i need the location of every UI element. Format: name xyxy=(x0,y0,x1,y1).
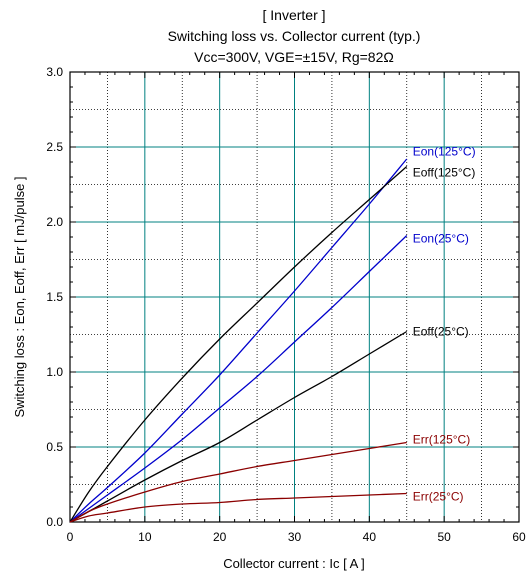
x-tick-label: 40 xyxy=(363,530,377,544)
series-label-eoff-125-c: Eoff(125°C) xyxy=(413,166,476,180)
y-tick-label: 1.5 xyxy=(46,290,63,304)
series-label-err-125-c: Err(125°C) xyxy=(413,433,470,447)
x-tick-label: 30 xyxy=(288,530,302,544)
y-axis-label: Switching loss : Eon, Eoff, Err [ mJ/pul… xyxy=(12,176,27,417)
x-tick-label: 20 xyxy=(213,530,227,544)
y-tick-label: 2.5 xyxy=(46,140,63,154)
chart-title-line-2: Switching loss vs. Collector current (ty… xyxy=(168,28,421,44)
x-axis-label: Collector current : Ic [ A ] xyxy=(223,556,365,571)
x-tick-label: 60 xyxy=(512,530,526,544)
chart-title-line-1: [ Inverter ] xyxy=(262,7,325,23)
y-tick-label: 0.0 xyxy=(46,515,63,529)
series-label-eoff-25-c: Eoff(25°C) xyxy=(413,325,469,339)
x-tick-label: 50 xyxy=(437,530,451,544)
y-tick-label: 3.0 xyxy=(46,65,63,79)
series-line-eoff-125-c xyxy=(69,166,408,523)
y-tick-label: 1.0 xyxy=(46,365,63,379)
chart-title-line-3: Vcc=300V, VGE=±15V, Rg=82Ω xyxy=(194,49,394,65)
y-tick-label: 0.5 xyxy=(46,440,63,454)
series-label-err-25-c: Err(25°C) xyxy=(413,490,464,504)
series-line-err-125-c xyxy=(69,441,407,523)
axis-ticks xyxy=(69,71,520,523)
y-tick-labels: 0.0 0.5 1.0 1.5 2.0 2.5 3.0 xyxy=(46,65,63,529)
series-line-err-25-c xyxy=(69,492,407,523)
chart-title: [ Inverter ] Switching loss vs. Collecto… xyxy=(168,7,421,65)
series-lines xyxy=(69,158,408,523)
x-tick-labels: 0 10 20 30 40 50 60 xyxy=(67,530,526,544)
series-line-eoff-25-c xyxy=(69,330,408,523)
x-tick-label: 0 xyxy=(67,530,74,544)
x-tick-label: 10 xyxy=(138,530,152,544)
series-label-eon-25-c: Eon(25°C) xyxy=(413,232,469,246)
series-labels: Eon(125°C) Eoff(125°C) Eon(25°C) Eoff(25°C)… xyxy=(413,145,476,504)
major-grid xyxy=(70,72,519,522)
series-label-eon-125-c: Eon(125°C) xyxy=(413,145,476,159)
series-line-eon-25-c xyxy=(69,235,408,523)
series-line-eon-125-c xyxy=(69,158,408,523)
y-tick-label: 2.0 xyxy=(46,215,63,229)
